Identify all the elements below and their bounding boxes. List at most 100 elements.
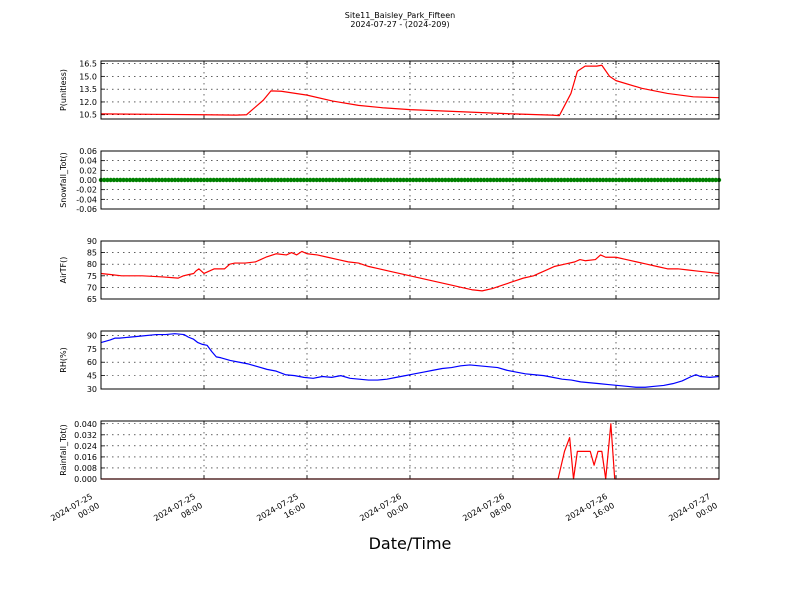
snowfall-point	[262, 177, 268, 183]
snowfall-point	[317, 177, 323, 183]
snowfall-point	[253, 177, 258, 183]
snowfall-point	[446, 177, 451, 183]
snowfall-point	[134, 177, 139, 183]
snowfall-point	[291, 177, 297, 183]
snowfall-point	[504, 177, 509, 183]
snowfall-point	[626, 177, 632, 183]
snowfall-point	[468, 177, 474, 183]
snowfall-point	[549, 177, 554, 183]
snowfall-point	[449, 177, 455, 183]
snowfall-point	[478, 177, 484, 183]
snowfall-point	[330, 177, 335, 183]
snowfall-point	[295, 177, 300, 183]
snowfall-point	[462, 177, 467, 183]
snowfall-point	[645, 177, 651, 183]
snowfall-point	[417, 177, 422, 183]
snowfall-point	[633, 177, 638, 183]
snowfall-point	[620, 177, 625, 183]
snowfall-point	[179, 177, 184, 183]
snowfall-point	[507, 177, 512, 183]
snowfall-point	[427, 177, 432, 183]
snowfall-point	[681, 177, 686, 183]
y-tick-label: 80	[87, 260, 97, 269]
snowfall-point	[649, 177, 654, 183]
snowfall-point	[356, 177, 361, 183]
snowfall-point	[221, 177, 226, 183]
snowfall-point	[324, 177, 329, 183]
snowfall-point	[298, 177, 303, 183]
y-tick-label: 16.5	[79, 60, 97, 69]
snowfall-point	[140, 177, 146, 183]
y-tick-label: 70	[87, 283, 97, 292]
snowfall-point	[700, 177, 706, 183]
y-tick-label: 60	[87, 358, 97, 367]
snowfall-point	[488, 177, 493, 183]
snowfall-point	[240, 177, 245, 183]
snowfall-point	[481, 177, 487, 183]
series-line	[100, 333, 720, 388]
snowfall-point	[156, 177, 162, 183]
snowfall-point	[279, 177, 284, 183]
snowfall-point	[227, 177, 232, 183]
snowfall-point	[485, 177, 490, 183]
y-tick-label: -0.04	[76, 195, 97, 204]
snowfall-point	[526, 177, 532, 183]
snowfall-point	[365, 177, 371, 183]
snowfall-point	[150, 177, 155, 183]
y-tick-label: 0.02	[79, 166, 97, 175]
y-tick-label: 15.0	[79, 72, 97, 81]
y-tick-label: 0.00	[79, 176, 97, 185]
y-axis-label: RH(%)	[59, 347, 68, 372]
snowfall-point	[230, 177, 236, 183]
snowfall-point	[439, 177, 445, 183]
snowfall-point	[163, 177, 168, 183]
snowfall-point	[578, 177, 583, 183]
snowfall-point	[710, 177, 715, 183]
y-tick-label: 13.5	[79, 85, 97, 94]
snowfall-point	[520, 177, 525, 183]
snowfall-point	[259, 177, 265, 183]
axes-frame	[100, 60, 720, 120]
snowfall-point	[584, 177, 590, 183]
snowfall-point	[182, 177, 187, 183]
y-tick-label: 0.04	[79, 157, 97, 166]
y-axis-label: P(unitless)	[59, 69, 68, 111]
snowfall-point	[114, 177, 120, 183]
snowfall-point	[211, 177, 216, 183]
snowfall-point	[346, 177, 352, 183]
snowfall-point	[237, 177, 242, 183]
snowfall-point	[217, 177, 223, 183]
snowfall-point	[172, 177, 178, 183]
snowfall-point	[433, 177, 438, 183]
snowfall-point	[201, 177, 207, 183]
snowfall-point	[523, 177, 529, 183]
snowfall-point	[436, 177, 442, 183]
y-tick-label: 0.024	[74, 442, 97, 451]
snowfall-point	[655, 177, 661, 183]
snowfall-point	[568, 177, 574, 183]
snowfall-point	[472, 177, 477, 183]
snowfall-point	[575, 177, 580, 183]
snowfall-point	[266, 177, 271, 183]
y-tick-label: 0.000	[74, 475, 97, 484]
snowfall-point	[687, 177, 693, 183]
axes-frame	[100, 330, 720, 390]
snowfall-point	[581, 177, 587, 183]
snowfall-point	[678, 177, 683, 183]
snowfall-point	[707, 177, 712, 183]
y-tick-label: -0.02	[76, 186, 97, 195]
snowfall-point	[205, 177, 210, 183]
y-tick-label: 0.008	[74, 464, 97, 473]
snowfall-point	[166, 177, 171, 183]
snowfall-point	[697, 177, 702, 183]
snowfall-point	[333, 177, 339, 183]
snowfall-point	[391, 177, 397, 183]
snowfall-point	[308, 177, 313, 183]
snowfall-point	[208, 177, 213, 183]
snowfall-point	[192, 177, 197, 183]
snowfall-point	[272, 177, 278, 183]
snowfall-point	[703, 177, 709, 183]
snowfall-point	[269, 177, 274, 183]
y-tick-label: 0.032	[74, 431, 97, 440]
series-line	[100, 250, 720, 292]
